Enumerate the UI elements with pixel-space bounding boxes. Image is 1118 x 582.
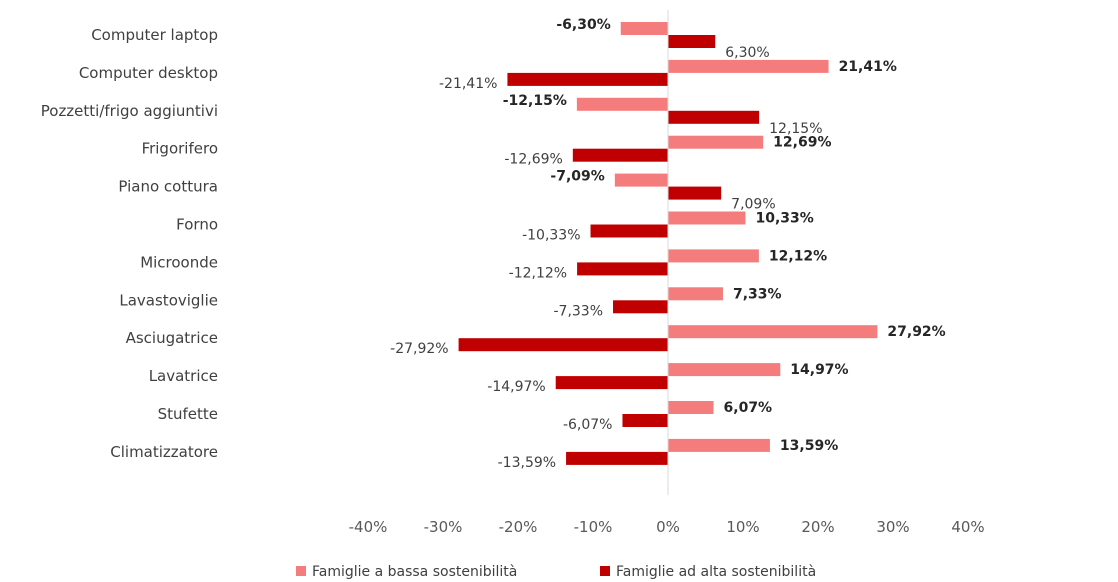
category-label: Frigorifero [142, 140, 218, 158]
legend-swatch-low [296, 566, 306, 576]
bar-high-sustainability [668, 35, 716, 48]
data-label-low: 12,12% [769, 248, 827, 264]
data-label-low: 12,69% [773, 135, 831, 151]
data-label-high: 7,09% [731, 197, 775, 213]
x-tick-label: -20% [499, 518, 538, 536]
data-label-high: -21,41% [439, 76, 497, 92]
category-label: Computer desktop [79, 64, 218, 82]
data-label-high: 6,30% [725, 45, 769, 61]
data-label-low: -7,09% [550, 169, 604, 185]
legend-label-high: Famiglie ad alta sostenibilità [616, 564, 816, 580]
bar-high-sustainability [590, 224, 668, 238]
bar-high-sustainability [566, 451, 668, 465]
data-label-high: -27,92% [390, 341, 448, 357]
category-label: Microonde [140, 253, 218, 271]
bar-high-sustainability [668, 186, 722, 200]
data-labels: -6,30%6,30%21,41%-21,41%-12,15%12,15%12,… [390, 17, 946, 471]
data-label-low: 10,33% [755, 211, 813, 227]
category-label: Forno [176, 216, 218, 234]
data-label-high: -12,69% [504, 152, 562, 168]
data-label-low: 21,41% [839, 59, 897, 75]
data-label-low: 13,59% [780, 438, 838, 454]
data-label-low: 27,92% [887, 324, 945, 340]
data-label-low: 14,97% [790, 362, 848, 378]
data-label-high: -12,12% [509, 265, 567, 281]
bar-high-sustainability [572, 148, 668, 162]
bar-low-sustainability [668, 438, 770, 452]
bar-high-sustainability [613, 300, 668, 314]
bars [458, 22, 878, 465]
bar-low-sustainability [668, 325, 878, 339]
category-label: Climatizzatore [110, 443, 218, 461]
legend: Famiglie a bassa sostenibilità Famiglie … [296, 564, 816, 580]
bar-high-sustainability [577, 262, 668, 276]
data-label-low: 7,33% [733, 286, 782, 302]
category-label: Computer laptop [91, 26, 218, 44]
data-label-low: -12,15% [503, 93, 567, 109]
x-tick-label: -10% [574, 518, 613, 536]
x-tick-label: 20% [801, 518, 834, 536]
bar-low-sustainability [668, 249, 759, 263]
bar-low-sustainability [614, 173, 668, 187]
category-label: Pozzetti/frigo aggiuntivi [41, 102, 218, 120]
bar-low-sustainability [668, 135, 764, 149]
category-label: Asciugatrice [126, 329, 218, 347]
bar-high-sustainability [668, 110, 760, 124]
data-label-high: -13,59% [498, 455, 556, 471]
legend-swatch-high [600, 566, 610, 576]
category-labels: Computer laptop Computer desktop Pozzetti/… [41, 26, 218, 461]
bar-low-sustainability [668, 287, 723, 301]
bar-low-sustainability [668, 363, 781, 377]
x-tick-label: 40% [951, 518, 984, 536]
data-label-high: 12,15% [769, 121, 822, 137]
category-label: Lavatrice [149, 367, 218, 385]
legend-label-low: Famiglie a bassa sostenibilità [312, 564, 517, 580]
bar-low-sustainability [668, 59, 829, 73]
bar-high-sustainability [622, 414, 668, 427]
data-label-high: -7,33% [553, 303, 603, 319]
x-tick-label: -40% [349, 518, 388, 536]
bar-low-sustainability [620, 22, 668, 35]
x-tick-label: 10% [726, 518, 759, 536]
bar-low-sustainability [576, 97, 668, 111]
x-tick-label: -30% [424, 518, 463, 536]
category-label: Stufette [158, 405, 218, 423]
bar-low-sustainability [668, 211, 746, 225]
data-label-high: -6,07% [563, 417, 613, 433]
bar-low-sustainability [668, 401, 714, 414]
category-label: Piano cottura [118, 178, 218, 196]
x-tick-label: 0% [656, 518, 680, 536]
data-label-low: -6,30% [556, 17, 610, 33]
category-label: Lavastoviglie [119, 291, 218, 309]
bar-high-sustainability [458, 338, 668, 352]
data-label-high: -14,97% [487, 379, 545, 395]
bar-high-sustainability [507, 72, 668, 86]
x-axis-tick-labels: -40% -30% -20% -10% 0% 10% 20% 30% 40% [349, 518, 985, 536]
bar-high-sustainability [555, 376, 668, 390]
data-label-high: -10,33% [522, 228, 580, 244]
x-tick-label: 30% [876, 518, 909, 536]
data-label-low: 6,07% [724, 400, 773, 416]
